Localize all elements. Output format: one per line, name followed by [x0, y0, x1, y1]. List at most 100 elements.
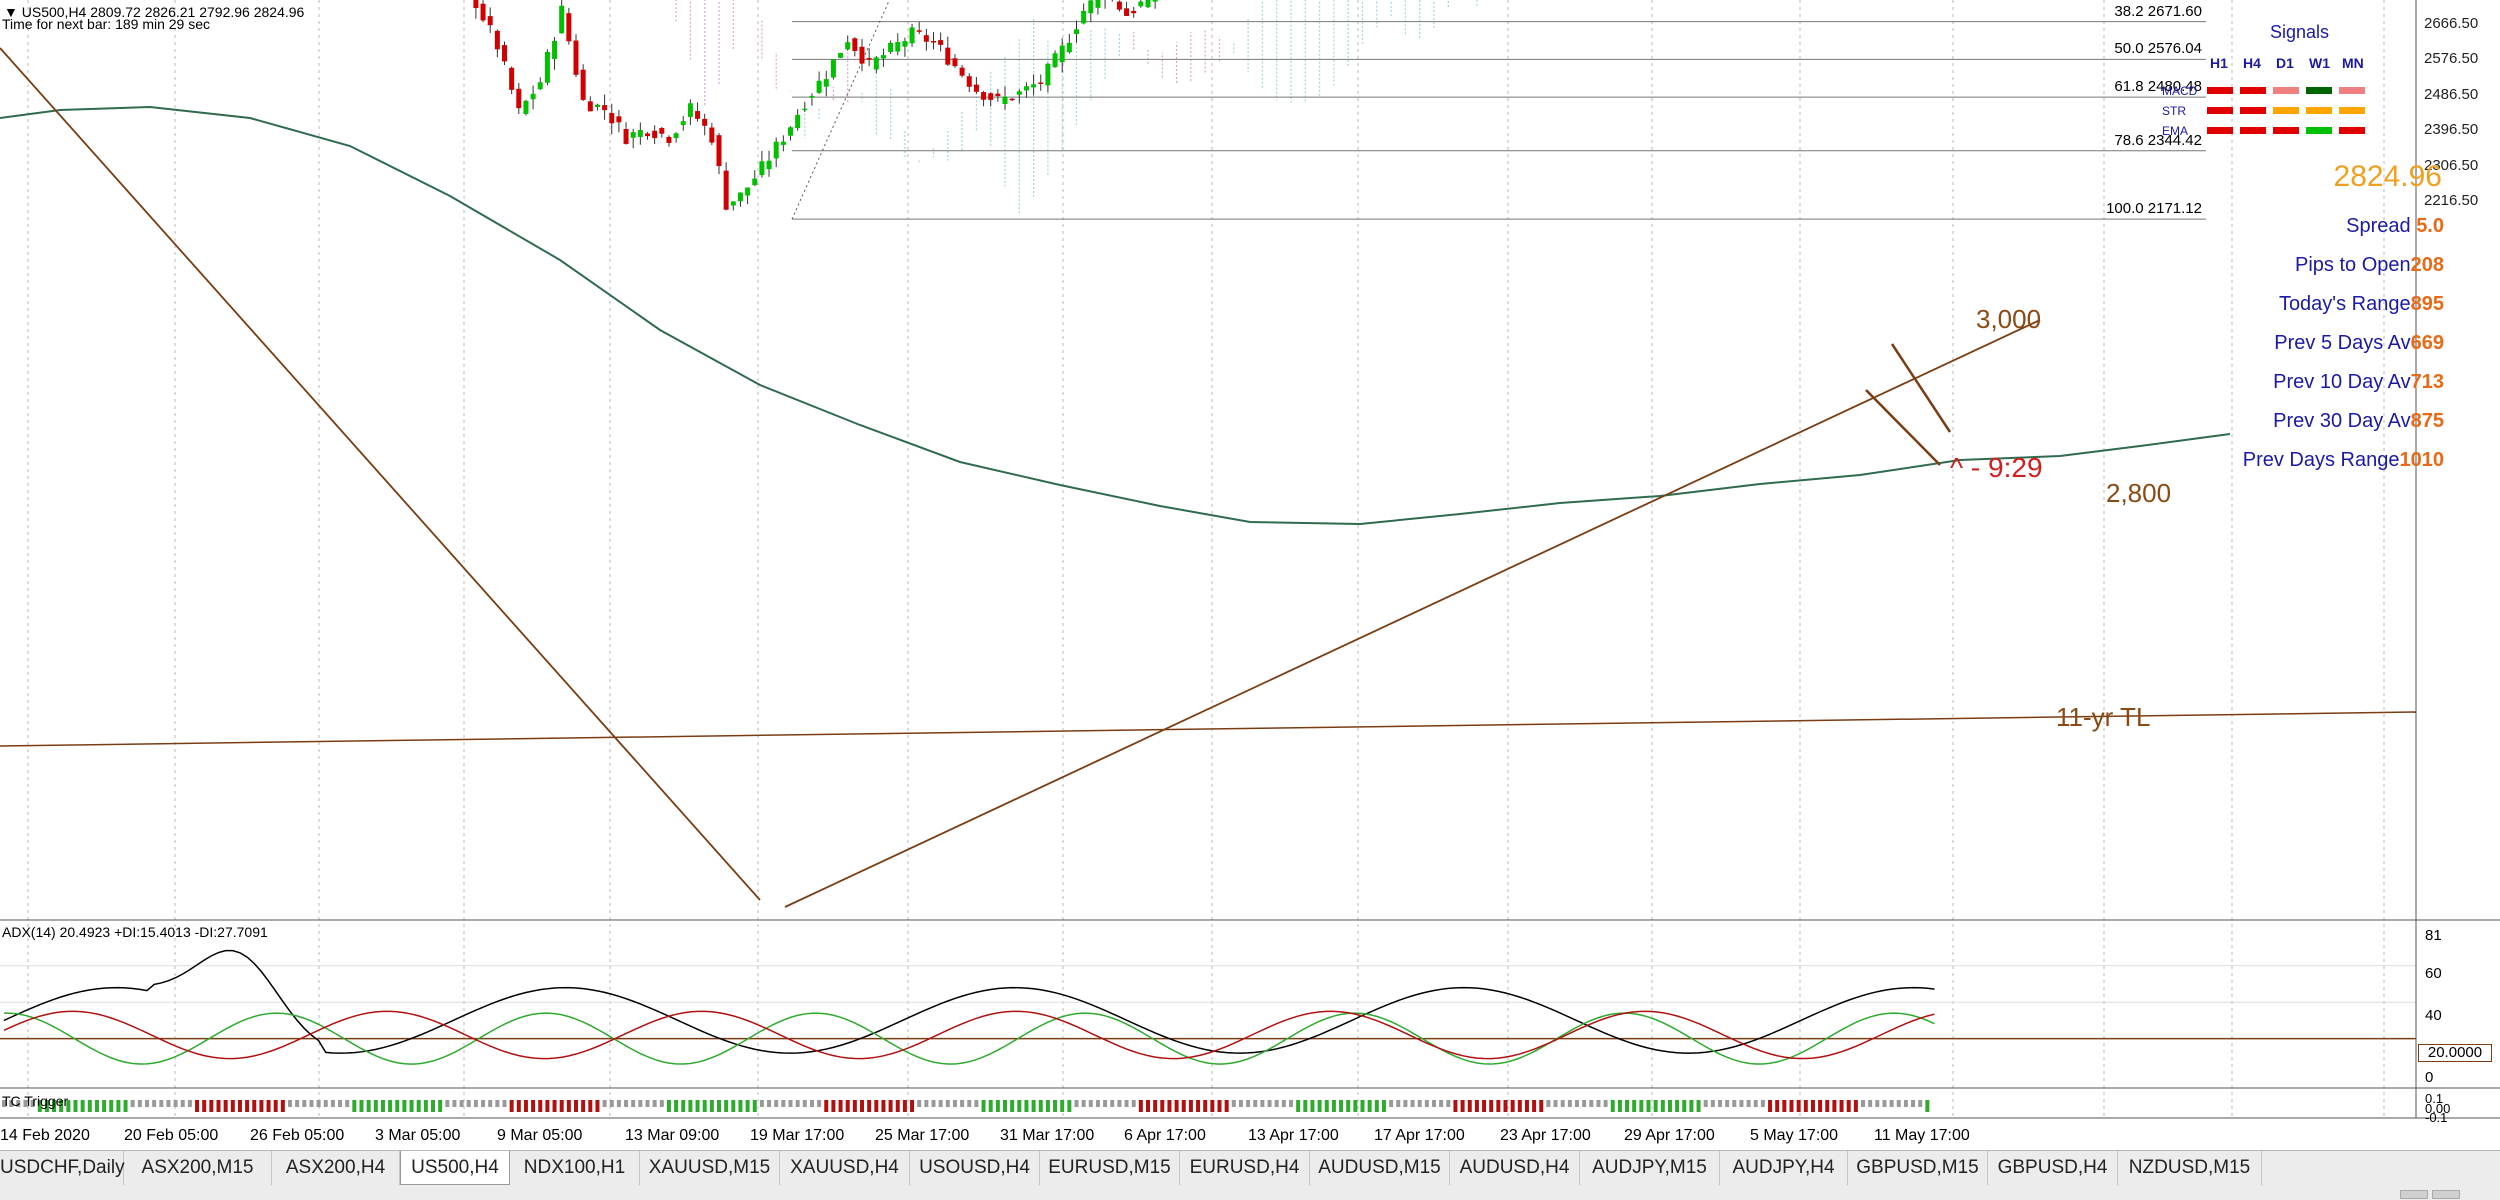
- info-row-value: 1010: [2399, 449, 2445, 471]
- tc-mark: [202, 1100, 207, 1112]
- tc-mark: [66, 1100, 71, 1112]
- tc-mark: [1424, 1100, 1429, 1107]
- candle-body: [1152, 0, 1158, 2]
- tab-scroll-left-button[interactable]: [2400, 1190, 2428, 1199]
- tc-mark: [409, 1100, 414, 1112]
- tc-mark: [1496, 1100, 1501, 1112]
- tc-mark: [1274, 1100, 1279, 1107]
- time-axis-label: 17 Apr 17:00: [1374, 1127, 1465, 1144]
- tab-asx200-m15[interactable]: ASX200,M15: [124, 1151, 272, 1185]
- tab-gbpusd-m15[interactable]: GBPUSD,M15: [1848, 1151, 1988, 1185]
- candle-body: [1116, 1, 1122, 10]
- tc-mark: [1467, 1100, 1472, 1112]
- signal-indicator-cell: [2207, 107, 2233, 114]
- candle-body: [823, 79, 829, 87]
- trendlines: [0, 47, 2417, 908]
- tc-mark: [1846, 1100, 1851, 1112]
- time-axis-label: 26 Feb 05:00: [250, 1127, 345, 1144]
- tc-mark: [695, 1100, 700, 1112]
- candle-body: [952, 58, 958, 67]
- tab-nzdusd-m15[interactable]: NZDUSD,M15: [2118, 1151, 2262, 1185]
- price-chart[interactable]: [0, 0, 2500, 1150]
- tab-audusd-h4[interactable]: AUDUSD,H4: [1450, 1151, 1580, 1185]
- tab-scroll-right-button[interactable]: [2432, 1190, 2460, 1199]
- tc-mark: [523, 1100, 528, 1112]
- tab-xauusd-h4[interactable]: XAUUSD,H4: [780, 1151, 910, 1185]
- time-axis-label: 25 Mar 17:00: [875, 1127, 970, 1144]
- tab-audusd-m15[interactable]: AUDUSD,M15: [1310, 1151, 1450, 1185]
- signal-timeframe-label: H1: [2210, 55, 2228, 71]
- tab-gbpusd-h4[interactable]: GBPUSD,H4: [1988, 1151, 2118, 1185]
- tab-ndx100-h1[interactable]: NDX100,H1: [510, 1151, 640, 1185]
- tc-mark: [1353, 1100, 1358, 1112]
- tc-mark: [1339, 1100, 1344, 1112]
- tc-mark: [488, 1100, 493, 1107]
- tc-mark: [94, 1100, 99, 1112]
- tc-mark: [159, 1100, 164, 1107]
- tc-mark: [1003, 1100, 1007, 1112]
- tc-mark: [173, 1100, 178, 1107]
- candle-body: [959, 67, 965, 76]
- tc-mark: [759, 1100, 764, 1107]
- tc-mark: [624, 1100, 629, 1107]
- ichimoku-cloud: [675, 0, 1478, 214]
- candle-body: [880, 55, 886, 59]
- tc-mark: [102, 1100, 107, 1112]
- tc-mark: [652, 1100, 657, 1107]
- time-axis-label: 5 May 17:00: [1750, 1127, 1839, 1144]
- tc-mark: [502, 1100, 507, 1107]
- tc-mark: [245, 1100, 250, 1112]
- tc-mark: [1803, 1100, 1808, 1112]
- candle-body: [616, 116, 622, 123]
- tc-mark: [917, 1100, 922, 1107]
- info-row: Prev 5 Days Av669: [2274, 331, 2444, 355]
- tc-mark: [1818, 1100, 1823, 1112]
- collapse-triangle-icon[interactable]: ▼: [4, 4, 18, 20]
- tc-mark: [1532, 1100, 1537, 1112]
- tab-usdchf-daily[interactable]: USDCHF,Daily: [0, 1151, 125, 1185]
- tab-eurusd-m15[interactable]: EURUSD,M15: [1040, 1151, 1180, 1185]
- tc-mark: [981, 1100, 986, 1112]
- candle-body: [594, 104, 600, 108]
- tc-mark: [1718, 1100, 1722, 1107]
- candle-body: [509, 67, 515, 90]
- tc-mark: [338, 1100, 343, 1107]
- candle-body: [1023, 86, 1029, 91]
- candle-body: [544, 51, 550, 83]
- countdown-label: ^ - 9:29: [1950, 452, 2043, 484]
- tc-mark: [195, 1100, 200, 1112]
- candle-body: [752, 178, 758, 186]
- current-price-display: 2824.96: [2333, 160, 2442, 193]
- candle-body: [1016, 91, 1022, 95]
- tc-mark: [1260, 1100, 1265, 1107]
- info-row-value: 895: [2410, 293, 2444, 315]
- signals-title: Signals: [2270, 22, 2330, 42]
- tab-asx200-h4[interactable]: ASX200,H4: [272, 1151, 400, 1185]
- tab-usousd-h4[interactable]: USOUSD,H4: [910, 1151, 1040, 1185]
- tab-eurusd-h4[interactable]: EURUSD,H4: [1180, 1151, 1310, 1185]
- tc-mark: [1381, 1100, 1386, 1112]
- tc-mark: [288, 1100, 292, 1107]
- tc-mark: [1503, 1100, 1508, 1112]
- adx-scale-label: 40: [2425, 1007, 2442, 1024]
- eleven-year-trendline: [0, 711, 2417, 747]
- tc-mark: [531, 1100, 536, 1112]
- tc-mark: [731, 1100, 736, 1112]
- info-row: Spread 5.0: [2346, 214, 2444, 238]
- signal-timeframe-label: H4: [2243, 55, 2261, 71]
- tab-audjpy-h4[interactable]: AUDJPY,H4: [1720, 1151, 1848, 1185]
- tc-mark: [438, 1100, 443, 1112]
- candle-body: [830, 59, 836, 78]
- symbol-header: ▼ US500,H4 2809.72 2826.21 2792.96 2824.…: [4, 5, 304, 19]
- info-row-label: Spread: [2346, 215, 2417, 237]
- tc-mark: [745, 1100, 750, 1112]
- tab-us500-h4[interactable]: US500,H4: [400, 1151, 510, 1185]
- tab-xauusd-m15[interactable]: XAUUSD,M15: [640, 1151, 780, 1185]
- candle-body: [730, 201, 736, 206]
- candle-body: [988, 93, 994, 100]
- tab-audjpy-m15[interactable]: AUDJPY,M15: [1580, 1151, 1720, 1185]
- candle-body: [602, 105, 608, 111]
- tc-mark: [967, 1100, 972, 1107]
- tc-mark: [280, 1100, 285, 1112]
- candle-body: [1124, 8, 1130, 16]
